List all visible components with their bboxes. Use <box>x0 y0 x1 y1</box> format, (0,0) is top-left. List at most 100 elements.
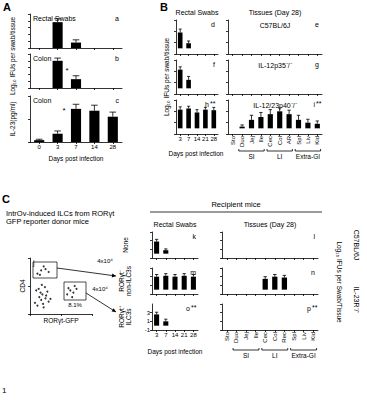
svg-text:Jej: Jej <box>243 332 249 340</box>
svg-text:Extra-GI: Extra-GI <box>296 153 320 160</box>
svg-text:3: 3 <box>179 136 183 142</box>
svg-text:Ile: Ile <box>258 135 264 142</box>
svg-text:Jej: Jej <box>249 136 255 144</box>
svg-text:d: d <box>211 21 215 28</box>
svg-text:Spl: Spl <box>296 136 302 145</box>
svg-text:7: 7 <box>74 144 78 150</box>
svg-text:C57BL/6J: C57BL/6J <box>353 230 360 261</box>
svg-text:p: p <box>307 305 311 313</box>
svg-text:Col: Col <box>272 332 278 341</box>
svg-text:f: f <box>213 61 215 68</box>
svg-text:28: 28 <box>210 136 217 142</box>
svg-text:1: 1 <box>147 318 151 324</box>
svg-text:Ile: Ile <box>253 331 259 338</box>
svg-text:Spl: Spl <box>291 332 297 341</box>
svg-text:CD4: CD4 <box>19 279 26 292</box>
svg-text:Log₁₀ IFUs per swab/tissue: Log₁₀ IFUs per swab/tissue <box>9 17 17 96</box>
svg-text:LI: LI <box>277 153 283 160</box>
svg-text:8.1%: 8.1% <box>68 302 82 308</box>
svg-text:Colon: Colon <box>33 55 51 62</box>
svg-text:0: 0 <box>38 144 42 150</box>
svg-text:14: 14 <box>172 332 179 338</box>
svg-text:**: ** <box>191 304 197 311</box>
svg-text:Kid: Kid <box>314 136 320 145</box>
svg-text:Tissues (Day 28): Tissues (Day 28) <box>249 9 302 17</box>
svg-text:**: ** <box>210 100 216 107</box>
svg-text:1: 1 <box>2 386 7 395</box>
svg-text:C: C <box>2 193 10 205</box>
svg-text:IL-23R⁻/⁻: IL-23R⁻/⁻ <box>353 287 360 315</box>
svg-text:o: o <box>186 305 190 312</box>
svg-text:l: l <box>313 233 315 240</box>
svg-text:21: 21 <box>181 332 188 338</box>
svg-text:7: 7 <box>187 136 191 142</box>
svg-text:ILC3s: ILC3s <box>125 308 132 326</box>
svg-text:Col: Col <box>277 136 283 145</box>
svg-text:GFP reporter donor mice: GFP reporter donor mice <box>6 217 89 226</box>
svg-text:Sto: Sto <box>230 135 236 145</box>
svg-text:14: 14 <box>91 144 98 150</box>
svg-text:3: 3 <box>147 310 151 316</box>
svg-text:-1: -1 <box>145 327 151 333</box>
svg-text:b: b <box>115 55 119 62</box>
svg-text:Extra-GI: Extra-GI <box>291 352 315 359</box>
svg-text:Kid: Kid <box>310 332 316 341</box>
svg-text:RORγt-GFP: RORγt-GFP <box>43 317 78 325</box>
svg-text:14: 14 <box>194 136 201 142</box>
svg-text:Rectal Swabs: Rectal Swabs <box>154 221 197 228</box>
svg-text:Recipient mice: Recipient mice <box>211 200 260 209</box>
svg-text:28: 28 <box>109 144 116 150</box>
svg-text:m: m <box>190 269 196 276</box>
svg-text:Duo: Duo <box>233 331 239 343</box>
svg-text:IL-23(pg/ml): IL-23(pg/ml) <box>9 101 17 136</box>
svg-text:C57BL/6J: C57BL/6J <box>260 22 291 29</box>
svg-text:c: c <box>116 97 120 104</box>
svg-text:4x10⁴: 4x10⁴ <box>92 286 108 292</box>
svg-text:Tissues (Day 28): Tissues (Day 28) <box>244 221 297 229</box>
svg-text:g: g <box>315 61 319 69</box>
svg-text:Duo: Duo <box>239 135 245 147</box>
svg-text:*: * <box>65 66 68 75</box>
svg-text:AR: AR <box>286 135 292 144</box>
svg-text:IntrOv-induced ILCs from RORγt: IntrOv-induced ILCs from RORγt <box>6 208 117 218</box>
svg-text:Days post infection: Days post infection <box>169 150 224 158</box>
svg-text:SI: SI <box>248 153 254 160</box>
svg-text:k: k <box>193 233 197 240</box>
svg-text:j: j <box>32 259 35 267</box>
svg-text:Rectal Swabs: Rectal Swabs <box>33 15 76 22</box>
svg-text:non-ILC3s: non-ILC3s <box>125 265 132 296</box>
svg-text:n: n <box>311 269 315 276</box>
svg-text:B: B <box>160 1 168 13</box>
svg-text:SI: SI <box>243 352 249 359</box>
svg-text:A: A <box>3 1 11 13</box>
svg-text:4x10⁴: 4x10⁴ <box>97 258 113 264</box>
svg-text:*: * <box>62 106 65 115</box>
svg-text:**: ** <box>316 100 322 107</box>
svg-text:28: 28 <box>190 332 197 338</box>
svg-text:**: ** <box>312 304 318 311</box>
svg-text:IL-12p35⁻/⁻: IL-12p35⁻/⁻ <box>258 62 293 70</box>
svg-text:3: 3 <box>155 332 159 338</box>
svg-text:3: 3 <box>56 144 60 150</box>
svg-text:LI: LI <box>272 352 278 359</box>
svg-text:Liv: Liv <box>301 332 307 340</box>
svg-text:21: 21 <box>202 136 209 142</box>
svg-text:None: None <box>122 237 129 253</box>
svg-text:Cec: Cec <box>262 332 268 343</box>
svg-text:h: h <box>205 101 209 108</box>
svg-text:Log₁₀ IFUs per Swab/Tissue: Log₁₀ IFUs per Swab/Tissue <box>335 241 343 323</box>
svg-text:Colon: Colon <box>33 97 51 104</box>
svg-text:e: e <box>315 21 319 28</box>
svg-text:Days post infection: Days post infection <box>49 155 104 163</box>
svg-text:Sto: Sto <box>224 331 230 341</box>
svg-text:a: a <box>115 15 119 22</box>
svg-text:Rectal Swabs: Rectal Swabs <box>176 9 219 16</box>
svg-text:Liv: Liv <box>305 136 311 144</box>
svg-text:RORγt⁻: RORγt⁻ <box>118 270 125 292</box>
svg-text:Log₁₀ IFUs per swab/tissue: Log₁₀ IFUs per swab/tissue <box>163 38 171 117</box>
svg-text:Cec: Cec <box>267 136 273 147</box>
svg-text:Days post infection: Days post infection <box>148 348 203 356</box>
svg-text:IL-12/23p40⁻/⁻: IL-12/23p40⁻/⁻ <box>253 102 297 110</box>
svg-text:7: 7 <box>164 332 168 338</box>
svg-text:Rec: Rec <box>281 332 287 343</box>
